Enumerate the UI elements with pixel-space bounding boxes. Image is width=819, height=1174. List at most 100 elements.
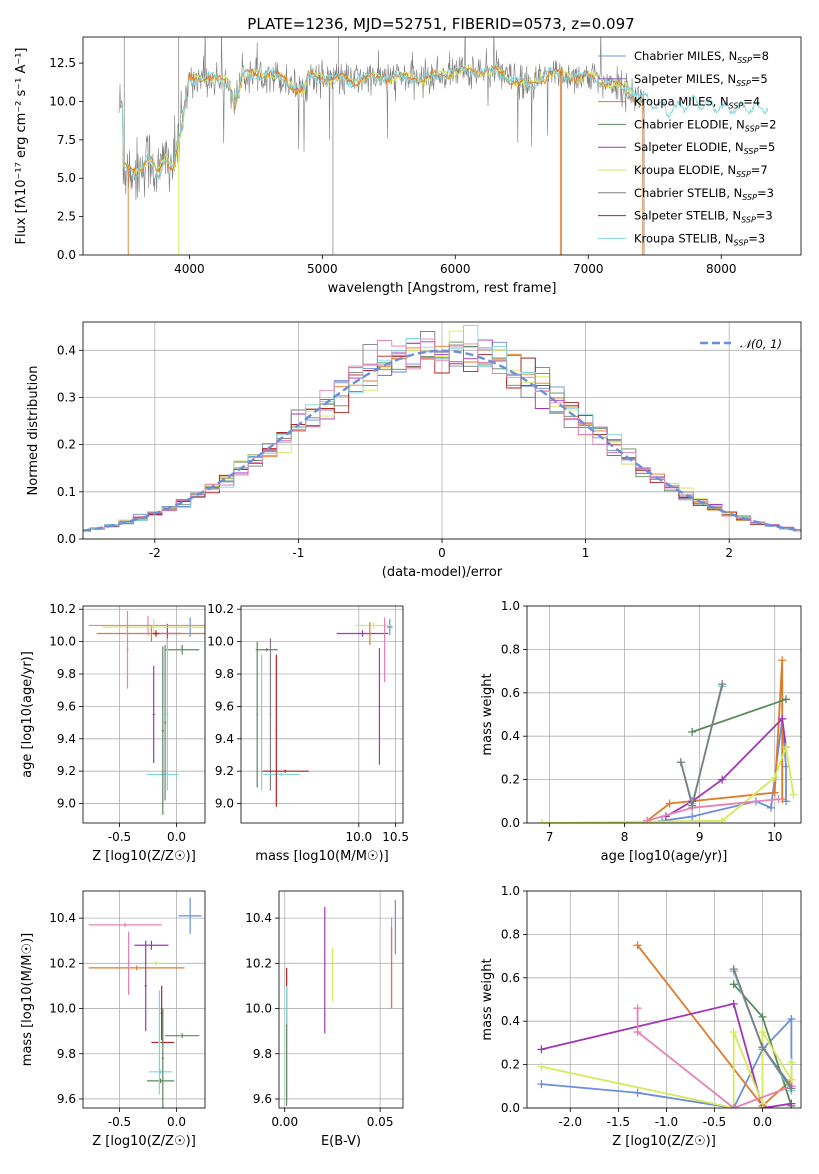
- age-vs-metallicity-panel: -0.5 0.0 9.0 9.2 9.4 9.6 9.8 10.0 10.2 Z [log10(Z…: [20, 602, 206, 864]
- axes-frame: [526, 605, 802, 824]
- weight-point-marker: [729, 1028, 738, 1037]
- x-tick-label: -0.5: [703, 1115, 726, 1129]
- spectrum-legend: Chabrier MILES, NSSP=8 Salpeter MILES, NS…: [598, 49, 776, 247]
- weight-point-marker: [718, 775, 727, 784]
- legend-entry: Salpeter MILES, NSSP=5: [634, 72, 768, 88]
- legend-entry: 𝒩(0, 1): [740, 337, 782, 351]
- x-axis-label: mass [log10(M/M☉)]: [255, 849, 388, 864]
- weight-vs-metallicity-panel: -2.0 -1.5 -1.0 -0.5 0.0 0.0 0.2 0.4 0.6 0.8 1.0 Z […: [480, 884, 802, 1149]
- weight-series-line: [636, 1008, 792, 1108]
- y-tick-label: 0.0: [57, 248, 76, 262]
- weight-point-marker: [787, 1084, 796, 1093]
- y-tick-label: 10.2: [49, 956, 76, 970]
- weight-point-marker: [537, 1062, 546, 1071]
- x-tick-label: -0.5: [108, 830, 131, 844]
- y-axis-label: mass weight: [480, 958, 495, 1040]
- weight-point-marker: [537, 1045, 546, 1054]
- weight-point-marker: [633, 1088, 642, 1097]
- y-tick-label: 0.0: [57, 532, 76, 546]
- y-tick-label: 0.8: [501, 642, 520, 656]
- mass-vs-metallicity-panel: -0.5 0.0 9.6 9.8 10.0 10.2 10.4 Z [log10(Z/Z☉)]…: [20, 890, 206, 1149]
- y-tick-label: 7.5: [57, 133, 76, 147]
- axes-frame: [82, 36, 802, 256]
- y-tick-label: 9.8: [253, 1047, 272, 1061]
- y-tick-label: 10.4: [49, 911, 76, 925]
- x-tick-label: 9: [696, 830, 704, 844]
- x-tick-label: -1: [292, 546, 304, 560]
- x-tick-label: -1.5: [607, 1115, 630, 1129]
- plot-area: [537, 941, 796, 1108]
- x-tick-label: 7: [546, 830, 554, 844]
- y-tick-label: 10.2: [49, 602, 76, 616]
- weight-point-marker: [633, 1028, 642, 1037]
- grid-lines: [83, 891, 205, 1108]
- y-tick-label: 10.0: [207, 635, 234, 649]
- weight-point-marker: [770, 788, 779, 797]
- weight-point-marker: [758, 1028, 767, 1037]
- axes-frame: [82, 605, 206, 824]
- weight-point-marker: [718, 680, 727, 689]
- y-tick-label: 9.0: [57, 797, 76, 811]
- weight-point-marker: [688, 801, 697, 810]
- y-tick-label: 9.4: [57, 732, 76, 746]
- y-tick-label: 0.8: [501, 927, 520, 941]
- y-tick-label: 0.6: [501, 686, 520, 700]
- weight-point-marker: [633, 1004, 642, 1013]
- x-axis-label: (data-model)/error: [382, 565, 503, 580]
- y-tick-label: 9.0: [215, 797, 234, 811]
- y-tick-label: 9.8: [57, 667, 76, 681]
- y-tick-label: 0.3: [57, 390, 76, 404]
- weight-point-marker: [787, 1015, 796, 1024]
- y-tick-label: 9.8: [57, 1047, 76, 1061]
- y-tick-label: 9.2: [57, 764, 76, 778]
- x-tick-label: 10.5: [382, 830, 409, 844]
- legend-entry: Salpeter ELODIE, NSSP=5: [634, 140, 775, 156]
- normal-curve-line: [83, 349, 801, 532]
- x-axis-label: age [log10(age/yr)]: [601, 849, 728, 864]
- y-tick-label: 9.6: [57, 1092, 76, 1106]
- weight-point-marker: [538, 819, 547, 823]
- weight-point-marker: [688, 812, 697, 821]
- x-tick-label: 0: [438, 546, 446, 560]
- weight-point-marker: [729, 999, 738, 1008]
- y-tick-label: 9.8: [215, 667, 234, 681]
- y-tick-label: 9.6: [215, 699, 234, 713]
- y-tick-label: 0.6: [501, 971, 520, 985]
- weight-point-marker: [778, 714, 787, 723]
- weight-point-marker: [729, 965, 738, 974]
- weight-series-line: [541, 743, 795, 823]
- y-tick-label: 0.2: [501, 1058, 520, 1072]
- y-tick-label: 0.4: [501, 1014, 520, 1028]
- axes-frame: [278, 890, 404, 1109]
- y-tick-label: 5.0: [57, 171, 76, 185]
- x-tick-label: 2: [725, 546, 733, 560]
- grid-lines: [279, 891, 403, 1108]
- weight-point-marker: [729, 980, 738, 989]
- y-tick-label: 10.0: [49, 94, 76, 108]
- y-tick-label: 10.0: [49, 635, 76, 649]
- axes-frame: [240, 605, 404, 824]
- x-tick-label: 6000: [440, 262, 471, 276]
- weight-point-marker: [758, 1099, 767, 1108]
- weight-point-marker: [766, 803, 775, 812]
- y-tick-label: 9.4: [215, 732, 234, 746]
- x-tick-label: 10: [767, 830, 782, 844]
- x-axis-label: E(B-V): [321, 1134, 361, 1149]
- plot-area: [286, 900, 396, 1106]
- model-extension-line: [627, 85, 769, 119]
- weight-point-marker: [787, 1099, 796, 1108]
- residuals-panel: -2 -1 0 1 2 0.0 0.1 0.2 0.3 0.4 (data-model)/error…: [26, 321, 802, 580]
- weight-point-marker: [758, 1012, 767, 1021]
- y-tick-label: 10.0: [245, 1002, 272, 1016]
- weight-point-marker: [781, 695, 790, 704]
- y-tick-label: 0.4: [501, 729, 520, 743]
- legend-entry: Chabrier MILES, NSSP=8: [634, 49, 769, 65]
- x-tick-label: -2: [149, 546, 161, 560]
- weight-point-marker: [688, 727, 697, 736]
- legend-entry: Kroupa STELIB, NSSP=3: [634, 231, 765, 247]
- x-tick-label: 0.0: [167, 830, 186, 844]
- y-axis-label: Flux [fλ10⁻¹⁷ erg cm⁻² s⁻¹ A⁻¹]: [14, 48, 29, 245]
- residual-histogram: [83, 339, 801, 532]
- mass-vs-ebv-panel: 0.00 0.05 9.6 9.8 10.0 10.2 10.4 E(B-V): [245, 890, 404, 1149]
- x-tick-label: 0.05: [367, 1115, 394, 1129]
